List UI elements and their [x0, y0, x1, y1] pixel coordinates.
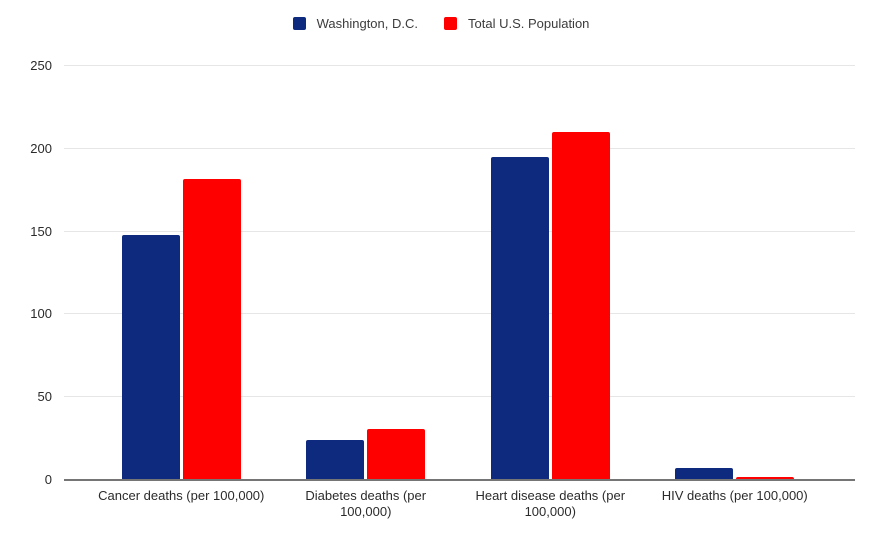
bar-washington-d-c [121, 234, 180, 480]
bar-total-u-s-population [367, 428, 426, 480]
legend-swatch-icon [444, 17, 457, 30]
legend-item: Total U.S. Population [444, 16, 589, 31]
x-axis-labels: Cancer deaths (per 100,000) Diabetes deat… [89, 488, 827, 520]
legend-label: Total U.S. Population [468, 16, 590, 31]
bar-total-u-s-population [182, 178, 241, 480]
y-tick-label: 100 [30, 306, 52, 322]
y-tick-label: 200 [30, 140, 52, 156]
bar-total-u-s-population [736, 476, 795, 480]
y-tick-label: 250 [30, 58, 52, 73]
bar-group [458, 66, 643, 480]
bar-group [274, 66, 459, 480]
bar-group [643, 66, 828, 480]
y-tick-label: 0 [44, 472, 52, 487]
x-axis-line [64, 479, 855, 481]
bar-group [89, 66, 274, 480]
bar-total-u-s-population [551, 132, 610, 480]
x-category-label: Heart disease deaths (per 100,000) [475, 488, 626, 519]
legend-item: Washington, D.C. [292, 16, 418, 31]
bar-washington-d-c [490, 157, 549, 480]
gridline [64, 147, 855, 149]
gridline [64, 396, 855, 398]
bar-washington-d-c [675, 468, 734, 480]
legend-label: Washington, D.C. [316, 16, 418, 31]
x-category-label: Cancer deaths (per 100,000) [98, 488, 265, 503]
gridline [64, 313, 855, 315]
plot-area: 0 50 100 150 200 250 [30, 59, 855, 487]
x-category-label: Diabetes deaths (per 100,000) [305, 488, 427, 519]
legend-swatch-icon [292, 17, 306, 30]
gridline [64, 65, 855, 66]
gridline [64, 230, 855, 232]
bar-washington-d-c [306, 440, 365, 480]
x-category-label: HIV deaths (per 100,000) [661, 488, 808, 503]
y-tick-label: 150 [30, 223, 52, 239]
bar-groups [89, 66, 827, 480]
chart-legend: Washington, D.C. Total U.S. Population [0, 16, 882, 31]
y-tick-label: 50 [37, 389, 52, 405]
